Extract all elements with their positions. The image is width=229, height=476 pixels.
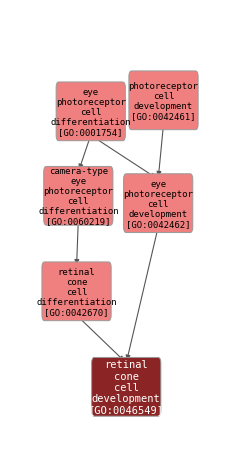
Text: eye
photoreceptor
cell
differentiation
[GO:0001754]: eye photoreceptor cell differentiation [… <box>50 88 131 137</box>
FancyBboxPatch shape <box>56 83 125 141</box>
Text: retinal
cone
cell
development
[GO:0046549]: retinal cone cell development [GO:004654… <box>89 360 164 414</box>
FancyBboxPatch shape <box>42 262 111 321</box>
Text: camera-type
eye
photoreceptor
cell
differentiation
[GO:0060219]: camera-type eye photoreceptor cell diffe… <box>38 167 119 226</box>
Text: retinal
cone
cell
differentiation
[GO:0042670]: retinal cone cell differentiation [GO:00… <box>36 267 117 316</box>
Text: photoreceptor
cell
development
[GO:0042461]: photoreceptor cell development [GO:00424… <box>128 81 199 120</box>
FancyBboxPatch shape <box>124 174 193 233</box>
FancyBboxPatch shape <box>92 357 161 416</box>
Text: eye
photoreceptor
cell
development
[GO:0042462]: eye photoreceptor cell development [GO:0… <box>123 179 193 228</box>
FancyBboxPatch shape <box>129 72 198 130</box>
FancyBboxPatch shape <box>44 167 113 226</box>
